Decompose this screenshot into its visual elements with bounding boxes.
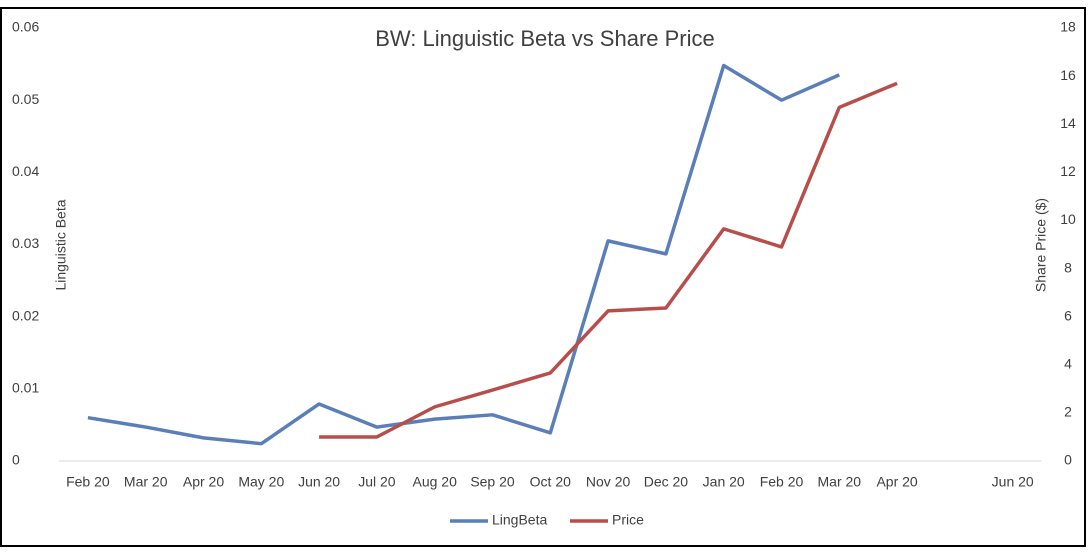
y2-tick-label: 8	[1064, 259, 1072, 275]
y2-tick-label: 6	[1064, 307, 1072, 323]
y2-tick-label: 2	[1064, 404, 1072, 420]
x-tick-label: May 20	[238, 474, 284, 490]
y2-tick-label: 16	[1060, 67, 1076, 83]
chart-frame	[0, 7, 1086, 547]
x-tick-label: Feb 20	[66, 474, 110, 490]
x-tick-label: Jun 20	[992, 474, 1034, 490]
x-tick-label: Feb 20	[760, 474, 804, 490]
x-tick-label: Nov 20	[586, 474, 631, 490]
y-tick-label: 0.05	[12, 91, 39, 107]
y2-axis-label: Share Price ($)	[1033, 198, 1049, 292]
x-tick-label: Oct 20	[530, 474, 571, 490]
y-tick-label: 0.06	[12, 19, 39, 35]
x-tick-label: Apr 20	[183, 474, 224, 490]
y2-tick-label: 0	[1064, 452, 1072, 468]
series-line	[319, 81, 898, 439]
y2-tick-label: 12	[1060, 163, 1076, 179]
x-tick-label: Jul 20	[358, 474, 396, 490]
x-tick-label: Sep 20	[470, 474, 515, 490]
x-tick-label: Dec 20	[644, 474, 689, 490]
x-tick-label: Aug 20	[413, 474, 458, 490]
legend-label: Price	[612, 512, 644, 528]
x-tick-label: Apr 20	[876, 474, 917, 490]
chart-title: BW: Linguistic Beta vs Share Price	[375, 26, 715, 51]
legend-label: LingBeta	[492, 512, 547, 528]
y2-tick-label: 18	[1060, 19, 1076, 35]
x-tick-label: Jun 20	[298, 474, 340, 490]
y-tick-label: 0.04	[12, 163, 39, 179]
y2-tick-label: 14	[1060, 115, 1076, 131]
x-tick-label: Mar 20	[124, 474, 168, 490]
series-line	[87, 63, 841, 446]
y-tick-label: 0.02	[12, 307, 39, 323]
y-tick-label: 0.03	[12, 235, 39, 251]
y-tick-label: 0.01	[12, 380, 39, 396]
y-axis-label: Linguistic Beta	[53, 199, 69, 290]
y2-tick-label: 4	[1064, 355, 1072, 371]
y-tick-label: 0	[12, 452, 20, 468]
x-tick-label: Jan 20	[703, 474, 745, 490]
x-tick-label: Mar 20	[818, 474, 862, 490]
y2-tick-label: 10	[1060, 211, 1076, 227]
